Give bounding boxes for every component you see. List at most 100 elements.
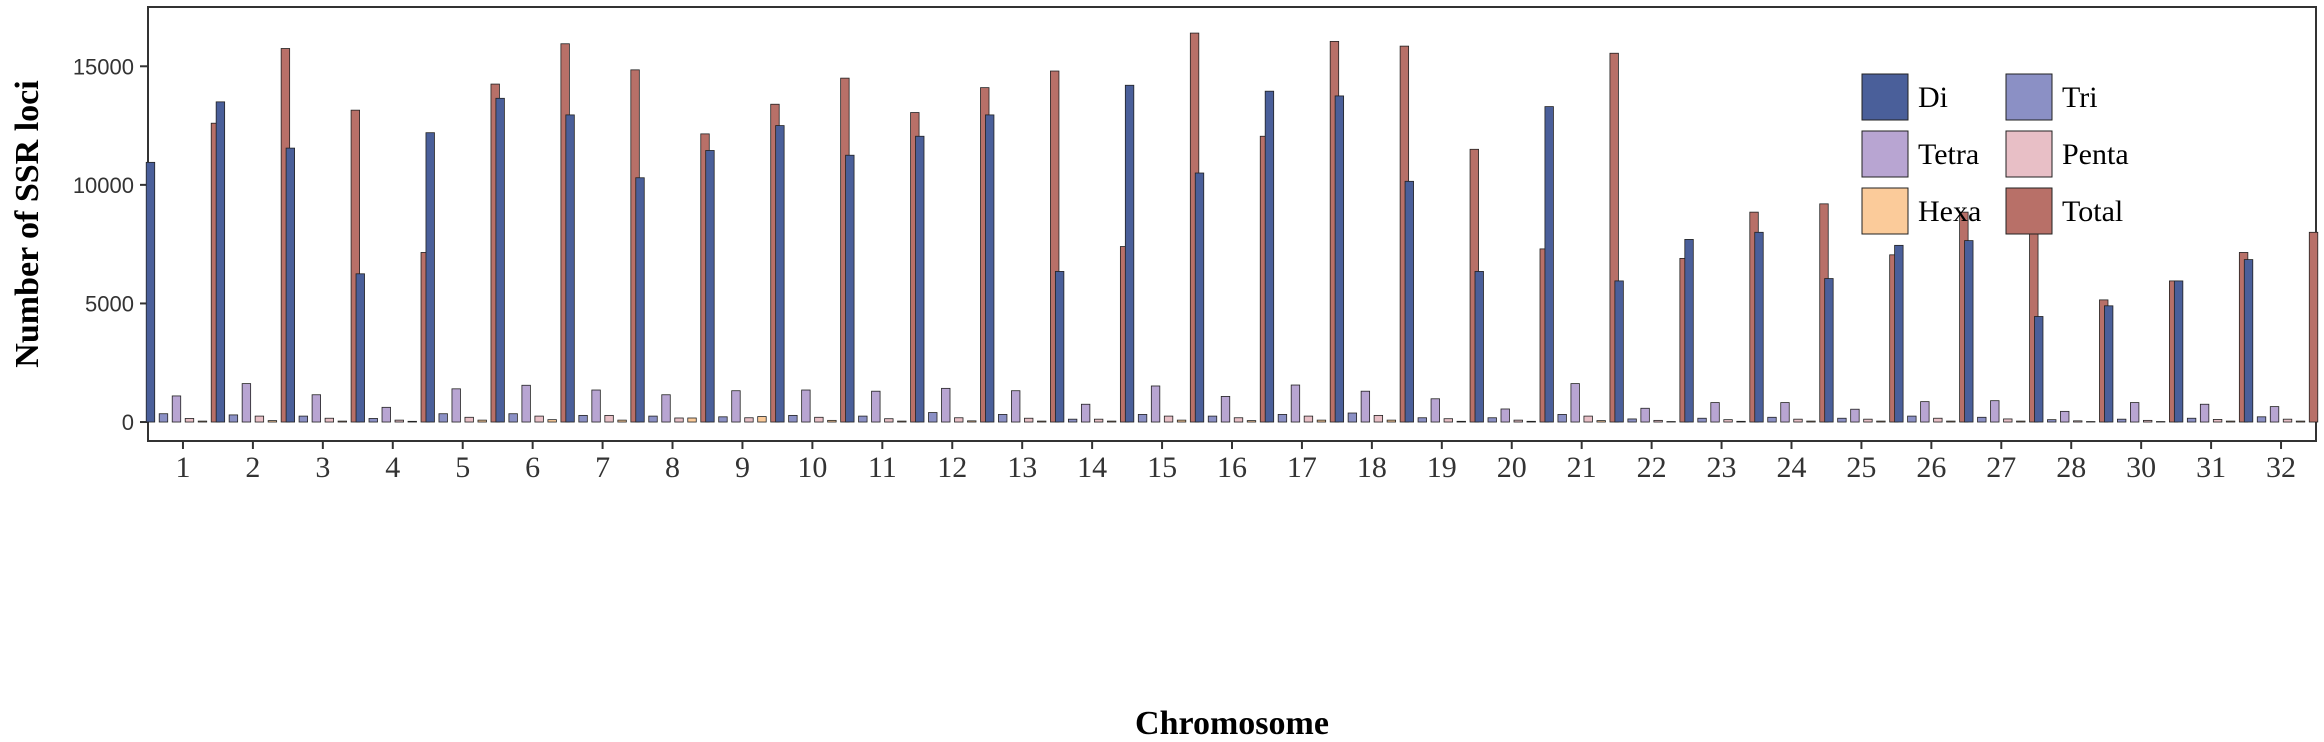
legend-swatch-penta xyxy=(2005,130,2053,178)
bar-tri-9 xyxy=(718,416,728,423)
bar-penta-24 xyxy=(1793,418,1803,423)
bar-tri-8 xyxy=(648,415,658,423)
bar-tetra-17 xyxy=(1290,384,1301,423)
x-tick-label: 7 xyxy=(595,451,610,484)
bar-tetra-5 xyxy=(451,388,461,423)
bar-tri-11 xyxy=(858,415,868,423)
bar-di-7 xyxy=(565,114,575,423)
bar-tetra-31 xyxy=(2199,403,2210,423)
y-tick-label: 5000 xyxy=(85,291,134,316)
bar-tetra-20 xyxy=(1500,408,1510,423)
bar-penta-26 xyxy=(1933,417,1943,423)
bar-tetra-10 xyxy=(801,389,811,423)
bar-di-14 xyxy=(1054,271,1065,423)
x-tick-label: 20 xyxy=(1497,451,1527,484)
bar-di-19 xyxy=(1404,180,1414,423)
legend-label-total: Total xyxy=(2062,195,2123,228)
bar-hexa-16 xyxy=(1246,420,1257,423)
bar-hexa-20 xyxy=(1526,420,1536,423)
x-tick-label: 32 xyxy=(2266,451,2296,484)
bar-tri-32 xyxy=(2256,416,2267,423)
bar-hexa-10 xyxy=(827,419,837,423)
legend-label-tetra: Tetra xyxy=(1918,138,1979,171)
x-tick-label: 31 xyxy=(2196,451,2226,484)
x-tick-label: 3 xyxy=(315,451,330,484)
bar-hexa-26 xyxy=(1946,420,1956,423)
bar-tetra-21 xyxy=(1570,383,1580,423)
bar-tetra-27 xyxy=(1990,400,2000,423)
bar-penta-6 xyxy=(534,415,544,423)
bar-penta-18 xyxy=(1373,414,1384,423)
bar-tri-16 xyxy=(1207,415,1218,423)
bar-hexa-17 xyxy=(1316,419,1327,423)
bar-tetra-12 xyxy=(941,387,951,423)
bar-tri-26 xyxy=(1907,415,1917,423)
legend-label-penta: Penta xyxy=(2062,138,2129,171)
bar-hexa-27 xyxy=(2016,420,2026,423)
bar-tri-31 xyxy=(2186,417,2197,423)
bar-tetra-26 xyxy=(1920,401,1930,423)
bar-tri-6 xyxy=(508,413,518,423)
bar-di-32 xyxy=(2243,259,2254,423)
legend: Di Tri Tetra Penta Hexa Total xyxy=(1861,73,2129,235)
x-tick-label: 19 xyxy=(1427,451,1457,484)
bar-penta-15 xyxy=(1163,415,1174,423)
bar-di-16 xyxy=(1194,172,1205,423)
x-tick-label: 4 xyxy=(385,451,400,484)
bar-hexa-23 xyxy=(1736,420,1746,423)
bar-tetra-6 xyxy=(521,384,531,423)
x-tick-label: 12 xyxy=(937,451,967,484)
bar-di-1 xyxy=(145,161,156,423)
bar-di-9 xyxy=(705,150,715,423)
bar-hexa-31 xyxy=(2225,420,2236,423)
legend-swatch-total xyxy=(2005,187,2053,235)
legend-swatch-tri xyxy=(2005,73,2053,121)
bar-tetra-22 xyxy=(1640,407,1650,423)
legend-label-di: Di xyxy=(1918,81,1948,114)
bar-penta-7 xyxy=(604,414,614,423)
bar-di-26 xyxy=(1894,244,1904,423)
bar-tetra-23 xyxy=(1710,402,1720,423)
y-tick-label: 0 xyxy=(122,410,134,435)
x-tick-label: 18 xyxy=(1357,451,1387,484)
bar-di-8 xyxy=(635,177,645,423)
bar-di-3 xyxy=(285,147,295,423)
bar-tetra-19 xyxy=(1430,398,1440,423)
bar-tri-23 xyxy=(1697,417,1707,423)
x-tick-label: 6 xyxy=(525,451,540,484)
x-tick-label: 22 xyxy=(1637,451,1667,484)
x-axis: 1 2 3 4 5 6 7 8 9 10 11 12 13 14 15 16 17 18 19 20 21 22 23 24 2… xyxy=(175,441,2296,484)
bar-tetra-24 xyxy=(1780,402,1790,423)
y-axis: 0 5000 10000 15000 xyxy=(73,54,148,435)
bar-tri-20 xyxy=(1487,417,1497,423)
x-tick-label: 14 xyxy=(1077,451,1107,484)
bar-di-23 xyxy=(1684,239,1694,423)
x-tick-label: 13 xyxy=(1007,451,1037,484)
legend-swatch-hexa xyxy=(1861,187,1909,235)
bar-hexa-21 xyxy=(1596,420,1606,423)
bar-hexa-12 xyxy=(967,420,977,423)
bar-hexa-18 xyxy=(1386,419,1397,423)
legend-label-hexa: Hexa xyxy=(1918,195,1981,228)
bar-penta-16 xyxy=(1233,417,1244,423)
bar-tetra-2 xyxy=(241,383,252,423)
bar-di-28 xyxy=(2034,316,2044,423)
bar-penta-1 xyxy=(184,418,195,423)
bar-penta-28 xyxy=(2073,420,2083,423)
bar-tri-12 xyxy=(928,412,938,423)
bar-penta-14 xyxy=(1093,418,1104,423)
bar-tetra-3 xyxy=(311,394,321,423)
bar-tri-17 xyxy=(1277,414,1288,423)
x-tick-label: 17 xyxy=(1287,451,1317,484)
bar-hexa-8 xyxy=(687,417,697,423)
bar-hexa-2 xyxy=(267,420,278,423)
bar-di-15 xyxy=(1124,84,1135,423)
bar-hexa-15 xyxy=(1176,419,1187,423)
bar-tetra-13 xyxy=(1011,390,1021,423)
bar-di-30 xyxy=(2104,305,2114,423)
bar-di-4 xyxy=(355,273,365,423)
bar-di-13 xyxy=(985,114,995,423)
bar-penta-11 xyxy=(884,418,894,423)
bar-total-21 xyxy=(1609,52,1619,423)
